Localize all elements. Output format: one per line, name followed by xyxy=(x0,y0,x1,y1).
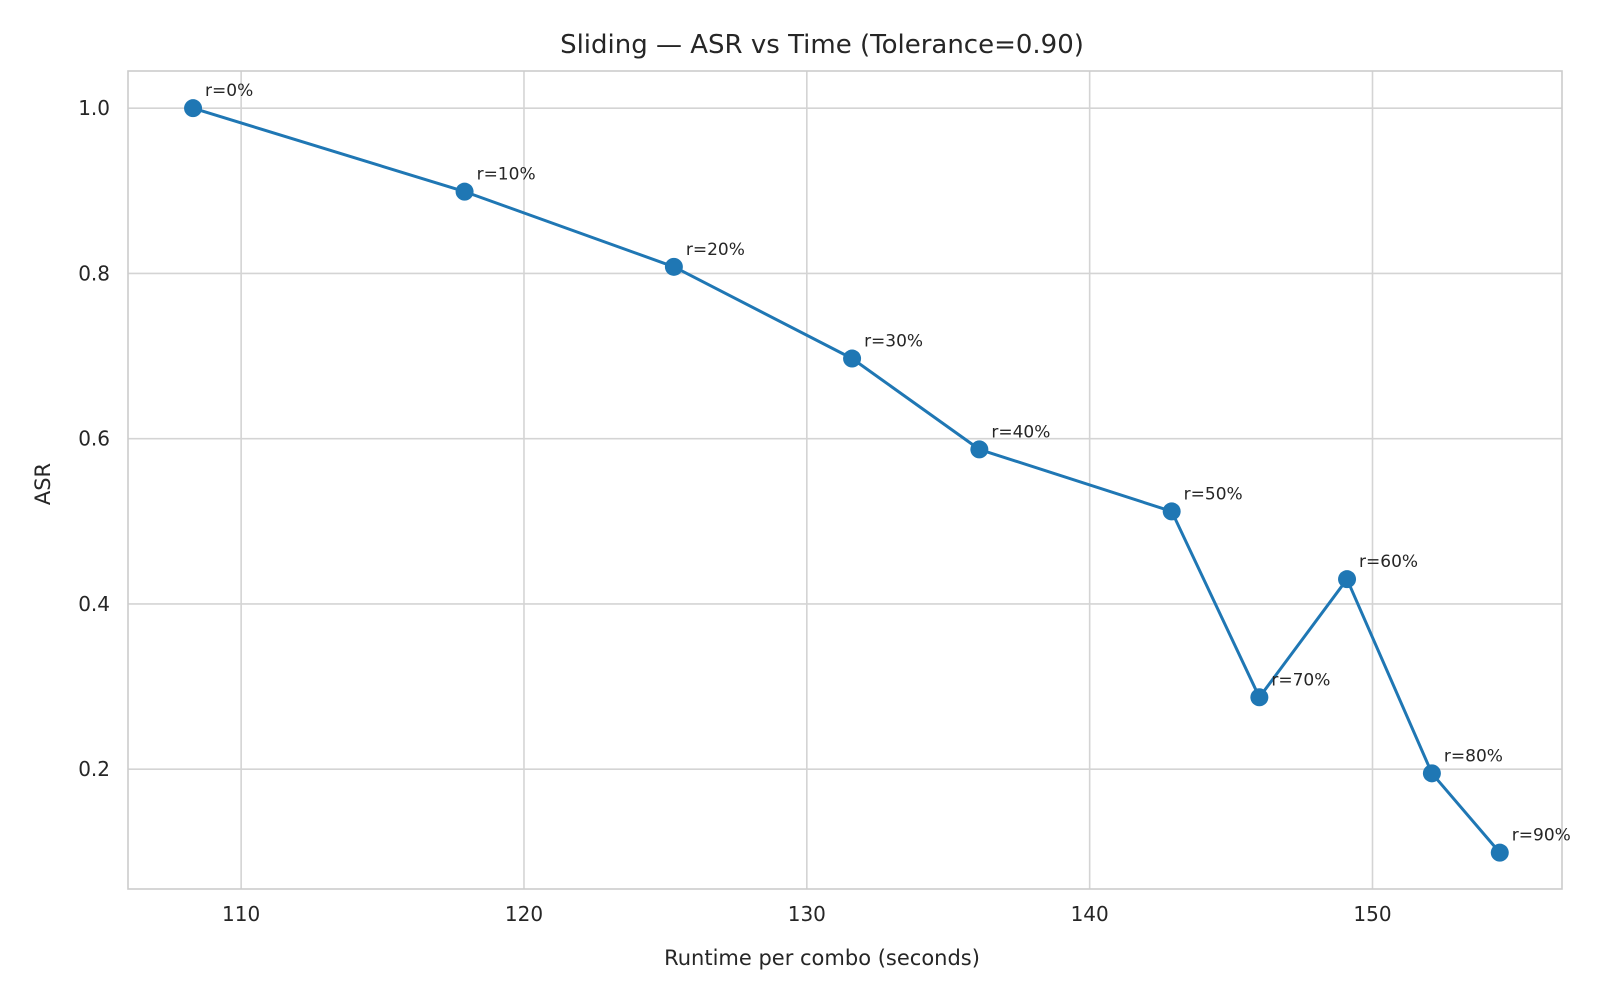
data-point xyxy=(843,349,862,368)
x-axis-ticks: 110 120 130 140 150 xyxy=(222,902,1392,926)
y-axis-ticks: 0.2 0.4 0.6 0.8 1.0 xyxy=(78,96,110,781)
data-point xyxy=(1490,843,1509,862)
data-point xyxy=(1338,570,1357,589)
data-label: r=90% xyxy=(1512,826,1571,846)
y-tick-label: 0.6 xyxy=(78,427,110,451)
x-tick-label: 140 xyxy=(1071,902,1109,926)
data-point xyxy=(970,440,989,459)
data-point xyxy=(455,182,474,201)
y-tick-label: 1.0 xyxy=(78,96,110,120)
data-label: r=70% xyxy=(1271,670,1330,690)
y-tick-label: 0.2 xyxy=(78,757,110,781)
data-label: r=0% xyxy=(205,81,253,101)
data-point xyxy=(1250,688,1269,707)
data-label: r=30% xyxy=(864,332,923,352)
x-tick-label: 120 xyxy=(505,902,543,926)
data-label: r=40% xyxy=(991,422,1050,442)
x-tick-label: 150 xyxy=(1353,902,1391,926)
data-label: r=80% xyxy=(1444,746,1503,766)
y-axis-title: ASR xyxy=(31,463,55,505)
data-label: r=10% xyxy=(477,165,536,185)
data-label: r=50% xyxy=(1184,484,1243,504)
y-tick-label: 0.8 xyxy=(78,261,110,285)
x-axis-title: Runtime per combo (seconds) xyxy=(664,946,980,970)
data-point xyxy=(1422,764,1441,783)
chart-title: Sliding — ASR vs Time (Tolerance=0.90) xyxy=(560,30,1084,60)
data-point xyxy=(184,99,203,118)
series-asr: r=0% r=10% r=20% r=30% r=40% r=50% r=70% r=60% r… xyxy=(184,81,1571,862)
data-label: r=20% xyxy=(686,240,745,260)
grid-lines xyxy=(128,71,1562,889)
plot-frame xyxy=(127,70,1563,890)
x-tick-label: 110 xyxy=(222,902,260,926)
data-point xyxy=(664,257,683,276)
data-label: r=60% xyxy=(1359,552,1418,572)
x-tick-label: 130 xyxy=(788,902,826,926)
y-tick-label: 0.4 xyxy=(78,592,110,616)
series-line xyxy=(191,106,1502,855)
data-point xyxy=(1162,502,1181,521)
